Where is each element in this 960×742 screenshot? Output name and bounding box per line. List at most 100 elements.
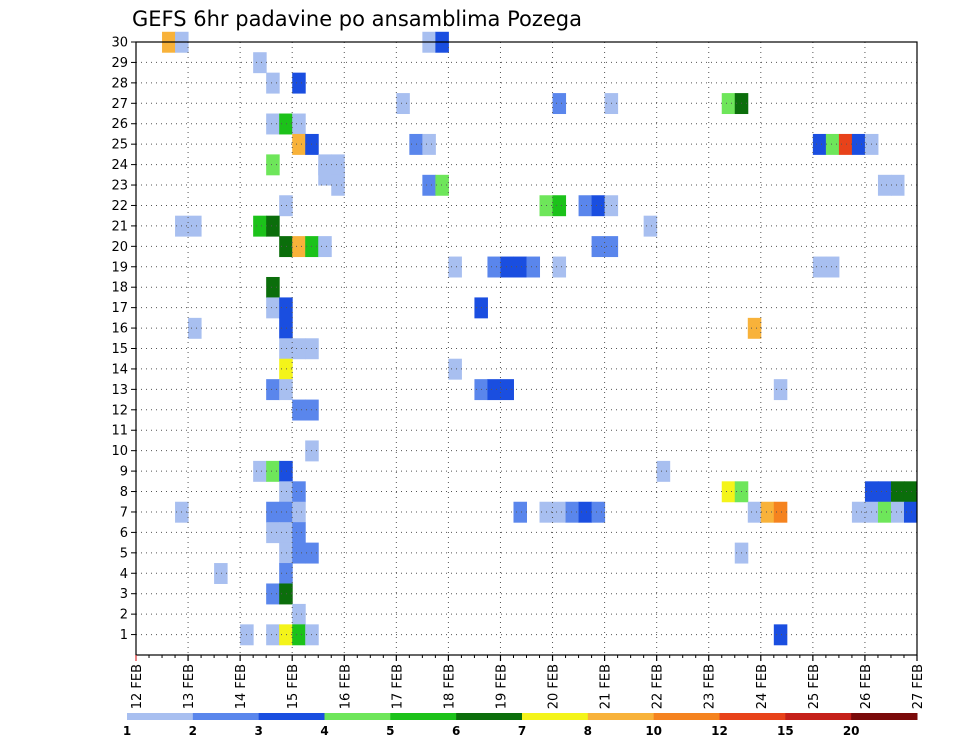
precip-cell xyxy=(422,174,436,196)
precip-cell xyxy=(292,236,306,258)
x-axis: 12 FEB 13 FEB 14 FEB 15 FEB 16 FEB 17 FEB 18 F… xyxy=(130,655,926,709)
precip-cell xyxy=(279,481,293,503)
precip-cell xyxy=(773,624,788,646)
precip-cell xyxy=(448,358,462,380)
legend-swatch xyxy=(587,713,655,720)
precip-cell xyxy=(279,379,293,401)
y-tick-label: 12 xyxy=(111,403,128,418)
y-tick-label: 5 xyxy=(120,546,128,561)
precip-cell xyxy=(292,133,306,155)
chart-title: GEFS 6hr padavine po ansamblima Pozega xyxy=(132,7,582,31)
precip-cell xyxy=(253,215,267,237)
precip-cell xyxy=(877,174,892,196)
y-tick-label: 4 xyxy=(120,567,128,582)
y-tick-label: 26 xyxy=(111,117,128,132)
y-tick-label: 20 xyxy=(111,240,128,255)
legend-swatch xyxy=(324,713,391,720)
dotted-grid xyxy=(136,41,917,655)
precip-cell xyxy=(903,481,918,503)
y-tick-label: 19 xyxy=(111,260,128,275)
precip-cell xyxy=(396,93,410,115)
precip-cell xyxy=(448,256,462,278)
precip-cell xyxy=(266,624,280,646)
x-tick-label: 20 FEB xyxy=(547,664,562,709)
precip-cell xyxy=(721,481,736,503)
precip-cell xyxy=(773,501,788,523)
precip-cell xyxy=(877,501,892,523)
legend-level-label: 12 xyxy=(711,724,728,738)
legend-swatch xyxy=(127,713,194,720)
precip-cell xyxy=(279,501,293,523)
x-tick-label: 24 FEB xyxy=(755,664,770,709)
precip-cell xyxy=(279,460,293,482)
y-tick-label: 14 xyxy=(111,362,128,377)
legend-swatch xyxy=(522,713,589,720)
x-tick-label: 21 FEB xyxy=(599,664,614,709)
precip-cell xyxy=(266,276,280,298)
precip-cell xyxy=(266,522,280,544)
y-tick-label: 30 xyxy=(111,36,128,51)
precip-cell xyxy=(500,379,514,401)
precip-cell xyxy=(253,52,267,74)
precip-cell xyxy=(578,195,593,217)
precip-cell xyxy=(747,317,762,339)
y-tick-label: 16 xyxy=(111,322,128,337)
precip-cell xyxy=(526,256,541,278)
color-legend: 1 2 3 4 5 6 7 8 10 12 15 20 xyxy=(123,713,918,738)
precip-cell xyxy=(292,501,306,523)
precip-cell xyxy=(318,236,332,258)
legend-level-label: 4 xyxy=(320,724,328,738)
precip-cell xyxy=(266,379,280,401)
precip-cell xyxy=(838,133,853,155)
precip-cell xyxy=(656,460,671,482)
precip-cell xyxy=(279,358,293,380)
y-tick-label: 24 xyxy=(111,158,128,173)
precip-cell xyxy=(292,481,306,503)
y-tick-label: 17 xyxy=(111,301,128,316)
precip-cell xyxy=(279,195,293,217)
precip-cell xyxy=(266,297,280,319)
legend-swatch xyxy=(851,713,918,720)
precip-cell xyxy=(487,379,501,401)
precip-cell xyxy=(292,399,306,421)
precip-cell xyxy=(279,522,293,544)
precip-cell xyxy=(292,603,306,625)
legend-level-label: 5 xyxy=(386,724,394,738)
x-tick-label: 15 FEB xyxy=(286,664,301,709)
precip-cell xyxy=(188,215,202,237)
precip-cell xyxy=(552,93,567,115)
precip-cell xyxy=(825,133,840,155)
legend-swatch xyxy=(390,713,457,720)
precip-cell xyxy=(279,338,293,360)
legend-level-label: 3 xyxy=(254,724,262,738)
precip-cell xyxy=(578,501,593,523)
precip-cell xyxy=(500,256,514,278)
x-tick-label: 16 FEB xyxy=(338,664,353,709)
y-tick-label: 6 xyxy=(120,526,128,541)
legend-level-label: 8 xyxy=(584,724,592,738)
precip-cell xyxy=(591,195,606,217)
y-tick-label: 3 xyxy=(120,587,128,602)
legend-level-label: 6 xyxy=(452,724,460,738)
precip-cell xyxy=(565,501,580,523)
precip-cell xyxy=(435,174,449,196)
precip-cell xyxy=(292,113,306,135)
precip-cell xyxy=(643,215,658,237)
precip-cell xyxy=(487,256,501,278)
precip-cell xyxy=(812,133,827,155)
precip-cell xyxy=(890,174,905,196)
y-tick-label: 2 xyxy=(120,608,128,623)
y-tick-label: 29 xyxy=(111,56,128,71)
precip-cell xyxy=(279,563,293,584)
precip-cell xyxy=(253,460,267,482)
legend-level-label: 7 xyxy=(518,724,526,738)
precip-cell xyxy=(513,256,527,278)
precip-cell xyxy=(825,256,840,278)
y-tick-label: 15 xyxy=(111,342,128,357)
x-tick-label: 19 FEB xyxy=(494,664,509,709)
y-axis: 1234567891011121314151617181920212223242… xyxy=(111,36,136,643)
legend-swatch xyxy=(456,713,523,720)
precip-cell xyxy=(721,93,736,115)
precip-cell xyxy=(331,174,345,196)
